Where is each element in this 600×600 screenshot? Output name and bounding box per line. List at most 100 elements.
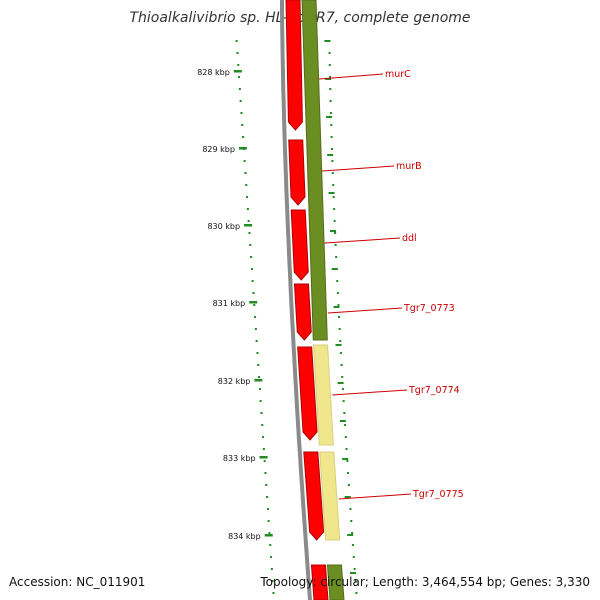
scale-dot — [243, 160, 246, 162]
scale-dot — [332, 196, 335, 198]
scale-dot — [250, 268, 253, 270]
gene-leader-line — [319, 73, 384, 80]
scale-dot — [267, 520, 270, 522]
scale-tick — [264, 534, 273, 537]
scale-tick-label: 833 kbp — [223, 454, 256, 463]
scale-dot — [257, 364, 260, 366]
scale-dot — [333, 208, 336, 210]
scale-dot — [341, 388, 344, 390]
gene-leader-line — [321, 165, 395, 172]
scale-tick — [337, 382, 344, 384]
cds-arrow-segment — [303, 451, 325, 541]
scale-dot — [240, 112, 243, 114]
gene-track-segment — [319, 451, 341, 541]
scale-dot — [336, 292, 339, 294]
scale-dot — [328, 52, 331, 54]
scale-dot — [331, 172, 334, 174]
scale-dot — [248, 232, 251, 234]
scale-dot — [351, 532, 354, 534]
scale-dot — [238, 76, 241, 78]
scale-dot — [330, 148, 333, 150]
scale-dot — [331, 160, 334, 162]
gene-leader-line — [327, 307, 403, 314]
scale-dot — [236, 52, 239, 54]
scale-dot — [246, 208, 249, 210]
scale-tick-label: 828 kbp — [197, 68, 230, 77]
scale-dot — [329, 112, 332, 114]
scale-dot — [239, 100, 242, 102]
scale-dot — [335, 256, 338, 258]
gene-label: murC — [385, 69, 411, 80]
scale-dot — [255, 340, 258, 342]
scale-dot — [333, 220, 336, 222]
scale-dot — [329, 88, 332, 90]
scale-dot — [268, 532, 271, 534]
cds-arrow-segment — [310, 564, 329, 600]
scale-dot — [245, 184, 248, 186]
scale-tick — [233, 70, 242, 73]
scale-tick-label: 834 kbp — [228, 532, 261, 541]
scale-tick — [333, 306, 340, 308]
scale-dot — [271, 580, 274, 582]
scale-tick — [347, 534, 354, 536]
scale-dot — [329, 76, 332, 78]
scale-tick — [327, 154, 334, 156]
gene-label: murB — [396, 161, 422, 172]
scale-dot — [270, 568, 273, 570]
scale-tick — [344, 496, 351, 498]
gene-track-segment — [313, 344, 334, 446]
scale-dot — [246, 196, 249, 198]
genome-backbone — [280, 0, 312, 600]
scale-tick — [339, 420, 346, 422]
scale-tick-label: 831 kbp — [213, 299, 246, 308]
scale-dot — [338, 316, 341, 318]
scale-dot — [244, 172, 247, 174]
scale-dot — [355, 592, 358, 594]
scale-dot — [265, 484, 268, 486]
scale-dot — [237, 64, 240, 66]
scale-dot — [266, 508, 269, 510]
scale-dot — [336, 280, 339, 282]
scale-dot — [258, 388, 261, 390]
scale-dot — [252, 292, 255, 294]
scale-dot — [258, 376, 261, 378]
cds-arrow-segment — [285, 0, 303, 131]
scale-dot — [339, 340, 342, 342]
scale-dot — [352, 556, 355, 558]
gene-label: Tgr7_0774 — [408, 385, 460, 396]
scale-tick — [328, 192, 335, 194]
cds-arrow-segment — [297, 346, 318, 441]
scale-dot — [256, 352, 259, 354]
scale-dot — [338, 328, 341, 330]
scale-tick-label: 832 kbp — [218, 377, 251, 386]
gene-track-segment — [301, 0, 328, 341]
scale-dot — [254, 328, 257, 330]
scale-dot — [344, 436, 347, 438]
gene-leader-line — [332, 389, 408, 396]
scale-tick — [331, 268, 338, 270]
scale-dot — [249, 244, 252, 246]
scale-dot — [349, 508, 352, 510]
scale-dot — [262, 448, 265, 450]
scale-dot — [250, 256, 253, 258]
gene-label: Tgr7_0775 — [412, 489, 464, 500]
scale-dot — [235, 40, 238, 42]
scale-dot — [247, 220, 250, 222]
scale-dot — [329, 100, 332, 102]
scale-dot — [241, 124, 244, 126]
scale-tick — [249, 301, 258, 304]
scale-dot — [263, 460, 266, 462]
scale-tick-label: 829 kbp — [202, 145, 235, 154]
scale-dot — [353, 568, 356, 570]
scale-tick — [335, 344, 342, 346]
scale-tick-label: 830 kbp — [207, 222, 240, 231]
scale-tick — [326, 116, 333, 118]
gene-leader-line — [338, 493, 412, 500]
scale-dot — [354, 580, 357, 582]
scale-dot — [328, 64, 331, 66]
scale-tick — [324, 40, 331, 42]
scale-dot — [260, 412, 263, 414]
gene-label: Tgr7_0773 — [403, 303, 455, 314]
